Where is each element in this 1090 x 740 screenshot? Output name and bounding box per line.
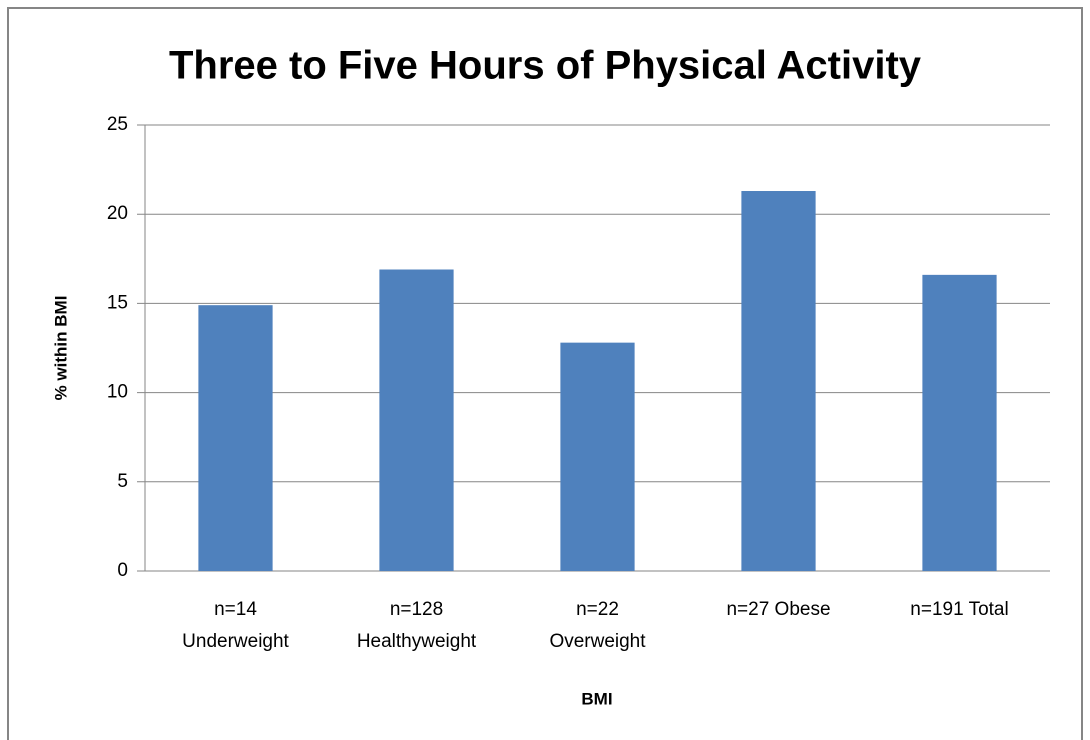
x-axis-label: BMI [581,689,612,708]
x-tick-label: n=27 Obese [726,599,830,620]
y-axis-label: % within BMI [51,296,70,401]
bar [379,269,454,571]
y-tick-label: 20 [107,203,128,224]
x-tick-label: n=14 Underweight [182,599,289,652]
y-tick-label: 5 [117,471,128,492]
x-tick-label: n=191 Total [910,599,1008,620]
bar [922,274,997,571]
bar [741,191,816,571]
bar [198,305,273,571]
chart-title: Three to Five Hours of Physical Activity [169,44,922,88]
x-tick-label: n=128 Healthyweight [357,599,477,652]
chart-frame [7,7,1083,740]
y-tick-label: 10 [107,382,128,403]
x-tick-label: n=22 Overweight [549,599,646,652]
y-tick-label: 15 [107,292,128,313]
y-tick-label: 0 [117,560,128,581]
y-tick-label: 25 [107,114,128,135]
bar [560,342,635,571]
